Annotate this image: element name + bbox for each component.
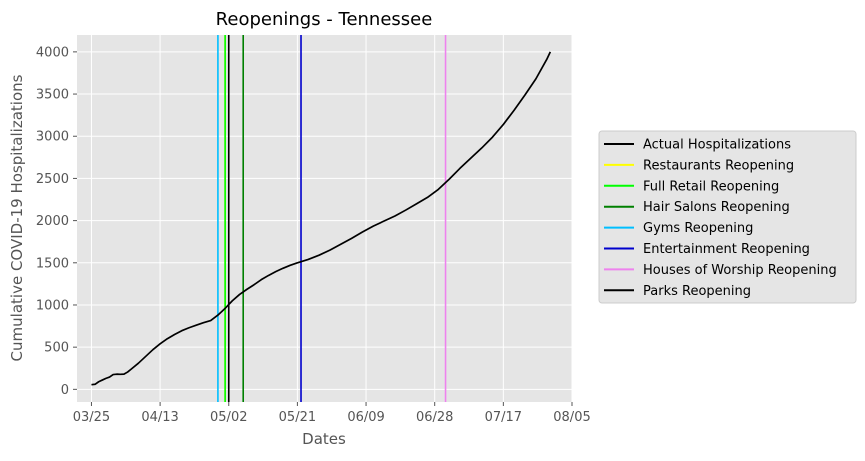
legend-label: Hair Salons Reopening [643,200,790,215]
legend-label: Gyms Reopening [643,221,753,236]
x-ticks: 03/25 04/13 05/02 05/21 06/09 06/28 07/17 08/05 [73,402,591,425]
series-line-hospitalizations [91,51,552,386]
y-tick-label: 1500 [36,256,69,271]
legend-label: Actual Hospitalizations [643,138,791,153]
x-tick-label: 05/21 [279,410,316,425]
series [91,51,552,386]
legend-label: Houses of Worship Reopening [643,263,837,278]
chart-title: Reopenings - Tennessee [216,9,433,30]
y-tick-label: 3500 [36,88,69,103]
x-axis-label: Dates [302,430,346,448]
y-tick-label: 500 [44,341,69,356]
reopening-lines [217,35,447,402]
x-tick-label: 06/28 [416,410,453,425]
legend: Actual Hospitalizations Restaurants Reope… [598,130,857,304]
x-tick-label: 06/09 [347,410,384,425]
y-tick-label: 2500 [36,172,69,187]
y-tick-label: 4000 [36,45,69,60]
plot-background [77,35,572,402]
y-tick-label: 1000 [36,298,69,313]
legend-label: Restaurants Reopening [643,158,794,173]
y-tick-label: 2000 [36,214,69,229]
x-tick-label: 04/13 [141,410,178,425]
legend-box [598,130,857,304]
legend-label: Parks Reopening [643,284,751,299]
x-tick-label: 03/25 [73,410,110,425]
x-tick-label: 07/17 [485,410,522,425]
x-tick-label: 05/02 [210,410,247,425]
x-tick-label: 08/05 [553,410,590,425]
y-tick-label: 0 [61,383,69,398]
y-ticks: 0 500 1000 1500 2000 2500 3000 3500 4000 [36,45,77,398]
legend-label: Entertainment Reopening [643,242,810,257]
y-tick-label: 3000 [36,130,69,145]
legend-label: Full Retail Reopening [643,179,779,194]
y-axis-label: Cumulative COVID-19 Hospitalizations [8,74,26,361]
